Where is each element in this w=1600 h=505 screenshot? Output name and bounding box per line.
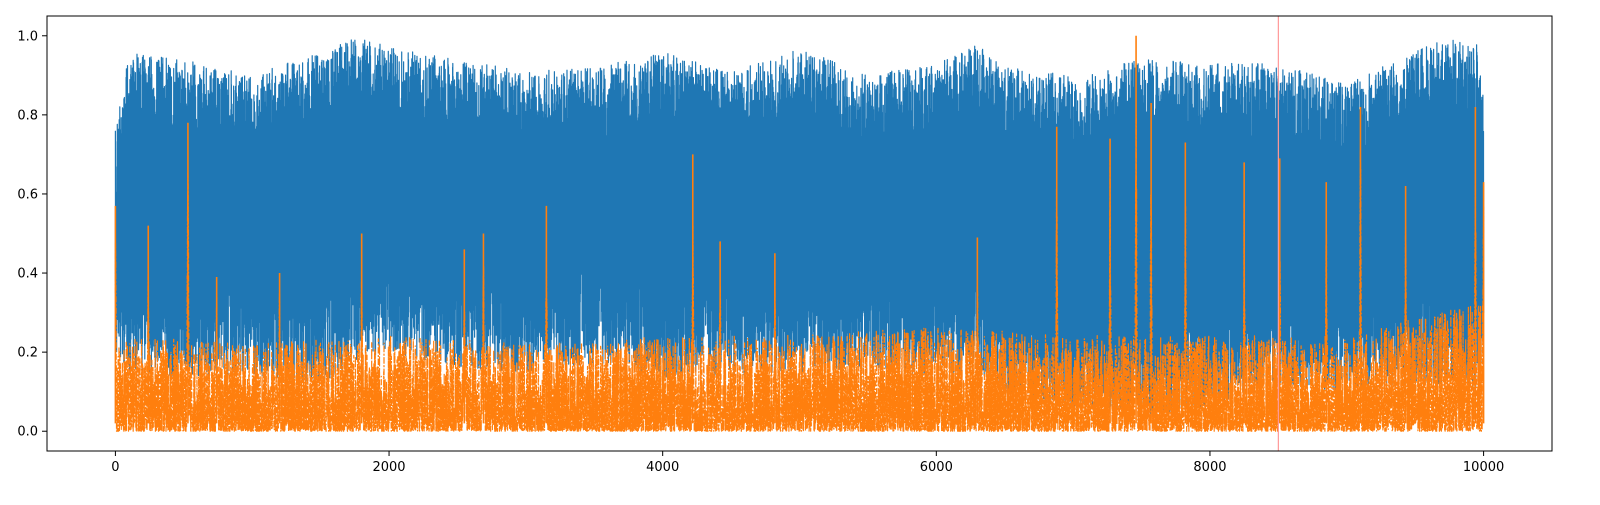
series-line-2 bbox=[114, 114, 1485, 432]
y-tick-label: 0.6 bbox=[17, 187, 38, 202]
y-axis: 0.0 0.2 0.4 0.6 0.8 1.0 bbox=[17, 29, 47, 440]
x-tick-label: 10000 bbox=[1463, 460, 1504, 475]
y-tick-label: 0.0 bbox=[17, 425, 38, 440]
x-tick-label: 4000 bbox=[646, 460, 679, 475]
series-layer bbox=[114, 35, 1485, 432]
x-tick-label: 2000 bbox=[372, 460, 405, 475]
series-line-1 bbox=[114, 39, 1485, 415]
y-tick-label: 1.0 bbox=[17, 29, 38, 44]
x-tick-label: 0 bbox=[111, 460, 119, 475]
x-tick-label: 6000 bbox=[920, 460, 953, 475]
y-tick-label: 0.4 bbox=[17, 267, 38, 282]
y-tick-label: 0.2 bbox=[17, 346, 38, 361]
y-tick-label: 0.8 bbox=[17, 108, 38, 123]
plot-area-frame bbox=[46, 15, 1553, 452]
x-axis: 0 2000 4000 6000 8000 10000 bbox=[111, 451, 1504, 475]
x-tick-label: 8000 bbox=[1193, 460, 1226, 475]
